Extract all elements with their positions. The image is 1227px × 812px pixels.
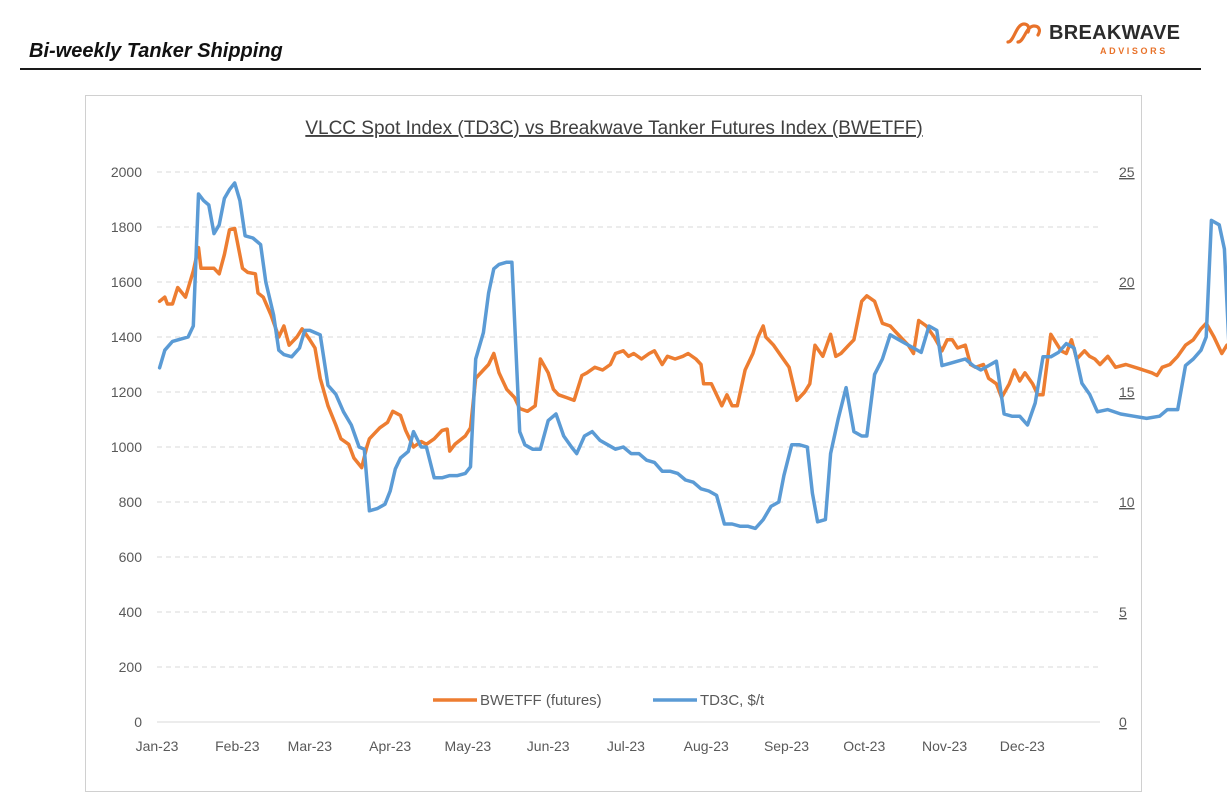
left-tick-label: 400 xyxy=(119,604,143,620)
x-tick-label: May-23 xyxy=(445,738,492,754)
legend-bwetff-label: BWETFF (futures) xyxy=(480,692,602,709)
right-tick-label: 0 xyxy=(1119,714,1127,730)
right-tick-label: 10 xyxy=(1119,494,1135,510)
company-logo: BREAKWAVE ADVISORS xyxy=(1006,18,1196,60)
x-tick-label: Nov-23 xyxy=(922,738,967,754)
wave-logo-icon xyxy=(1006,22,1041,44)
left-tick-label: 1800 xyxy=(111,219,142,235)
left-tick-label: 200 xyxy=(119,659,143,675)
left-tick-label: 1200 xyxy=(111,384,142,400)
left-tick-label: 0 xyxy=(134,714,142,730)
right-tick-label: 15 xyxy=(1119,384,1135,400)
right-tick-label: 5 xyxy=(1119,604,1127,620)
x-tick-label: Feb-23 xyxy=(215,738,260,754)
bwetff-series-line xyxy=(157,226,1227,470)
x-tick-label: Dec-23 xyxy=(1000,738,1045,754)
logo-name: BREAKWAVE xyxy=(1049,22,1181,44)
x-tick-label: Apr-23 xyxy=(369,738,411,754)
left-tick-label: 1000 xyxy=(111,439,142,455)
left-tick-label: 2000 xyxy=(111,164,142,180)
header-rule xyxy=(20,68,1201,70)
left-tick-label: 600 xyxy=(119,549,143,565)
left-tick-label: 1600 xyxy=(111,274,142,290)
left-tick-label: 1400 xyxy=(111,329,142,345)
legend-td3c-label: TD3C, $/t xyxy=(700,692,765,709)
chart-title: VLCC Spot Index (TD3C) vs Breakwave Tank… xyxy=(305,118,922,139)
x-tick-label: Jun-23 xyxy=(527,738,570,754)
chart-frame xyxy=(85,95,1142,792)
x-tick-label: Jul-23 xyxy=(607,738,645,754)
report-title: Bi-weekly Tanker Shipping xyxy=(29,40,283,62)
left-tick-label: 800 xyxy=(119,494,143,510)
x-tick-label: Sep-23 xyxy=(764,738,809,754)
right-tick-label: 20 xyxy=(1119,274,1135,290)
x-tick-label: Mar-23 xyxy=(288,738,333,754)
logo-subtitle: ADVISORS xyxy=(1100,46,1168,56)
x-tick-label: Oct-23 xyxy=(843,738,885,754)
right-tick-label: 25 xyxy=(1119,164,1135,180)
td3c-series-line xyxy=(157,181,1227,531)
x-tick-label: Aug-23 xyxy=(684,738,729,754)
x-tick-label: Jan-23 xyxy=(136,738,179,754)
